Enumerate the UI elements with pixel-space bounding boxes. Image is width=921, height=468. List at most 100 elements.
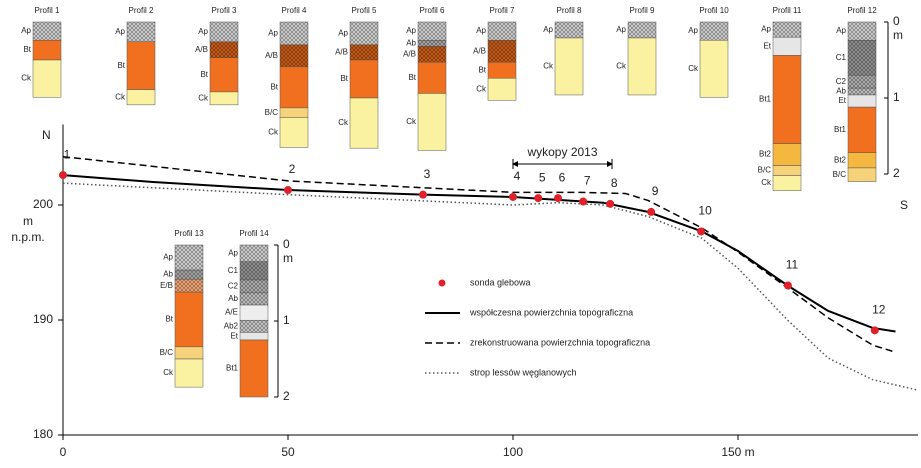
- horizon-hatch: [773, 22, 801, 37]
- legend-marker: [439, 280, 446, 287]
- profile-name: Profil 11: [773, 6, 802, 15]
- horizon: [240, 305, 268, 320]
- horizon-hatch: [350, 45, 378, 60]
- depth-unit: m: [893, 28, 903, 42]
- horizon-label: Ap: [406, 26, 416, 35]
- profile-name: Profil 14: [239, 229, 269, 238]
- horizon-hatch: [127, 22, 155, 42]
- horizon-hatch: [240, 245, 268, 262]
- profile-name: Profil 13: [174, 229, 204, 238]
- horizon-hatch: [488, 22, 516, 40]
- sampling-point: [697, 227, 705, 235]
- point-label: 10: [698, 204, 712, 218]
- horizon-label: Ck: [268, 128, 279, 137]
- x-tick-label: 0: [60, 445, 67, 459]
- profile-name: Profil 10: [699, 6, 729, 15]
- profile-name: Profil 6: [420, 6, 445, 15]
- point-label: 11: [786, 258, 799, 272]
- horizon-label: Bt: [23, 45, 31, 54]
- sampling-point: [606, 200, 614, 208]
- depth-tick-label: 1: [283, 313, 290, 327]
- horizon-hatch: [240, 280, 268, 293]
- profile-name: Profil 7: [490, 6, 515, 15]
- horizon-label: Bt: [117, 61, 125, 70]
- horizon-hatch: [33, 22, 61, 40]
- horizon: [350, 98, 378, 148]
- horizon: [555, 38, 583, 95]
- horizon-hatch: [418, 40, 446, 46]
- horizon-label: Bt: [270, 82, 278, 91]
- horizon: [240, 340, 268, 397]
- horizon-label: Ab: [836, 87, 846, 96]
- horizon: [773, 37, 801, 55]
- horizon-label: Ap: [163, 253, 173, 262]
- point-label: 4: [514, 169, 521, 183]
- horizon-label: A/B: [403, 49, 416, 58]
- legend-label: współczesna powierzchnia topograficzna: [469, 307, 633, 317]
- horizon-label: Bt1: [226, 364, 239, 373]
- profile-name: Profil 3: [212, 6, 237, 15]
- horizon-label: Ap: [338, 29, 348, 38]
- horizon: [210, 58, 238, 92]
- horizon-label: Ck: [21, 74, 32, 83]
- horizon: [773, 176, 801, 191]
- horizon: [773, 166, 801, 176]
- horizon: [210, 92, 238, 105]
- horizon: [127, 90, 155, 105]
- horizon-label: B/C: [833, 170, 847, 179]
- point-label: 3: [424, 167, 431, 181]
- point-label: 8: [611, 176, 618, 190]
- horizon-label: Bt: [340, 74, 348, 83]
- horizon-label: Ap: [476, 26, 486, 35]
- depth-tick-label: 2: [283, 389, 290, 403]
- horizon-label: C1: [228, 266, 239, 275]
- horizon-label: Bt1: [759, 95, 772, 104]
- horizon: [773, 55, 801, 143]
- profile-name: Profil 2: [129, 6, 154, 15]
- horizon-hatch: [418, 22, 446, 40]
- horizon-hatch: [175, 245, 203, 270]
- horizon-label: C1: [836, 53, 847, 62]
- depth-tick-label: 0: [283, 237, 290, 251]
- horizon-label: B/C: [758, 166, 772, 175]
- horizon-label: Ap: [228, 248, 238, 257]
- point-label: 2: [289, 162, 296, 176]
- horizon-hatch: [848, 40, 876, 75]
- profile-name: Profil 5: [352, 6, 377, 15]
- horizon: [848, 168, 876, 182]
- horizon-label: A/B: [473, 46, 486, 55]
- sampling-point: [647, 208, 655, 216]
- horizon-label: Bt1: [834, 125, 847, 134]
- horizon-label: Ab: [163, 270, 173, 279]
- y-label: n.p.m.: [11, 230, 44, 244]
- horizon-label: Ap: [761, 25, 771, 34]
- horizon-label: C2: [228, 282, 239, 291]
- y-label: m: [23, 214, 33, 228]
- horizon: [700, 40, 728, 97]
- horizon-label: Ck: [761, 178, 772, 187]
- horizon-label: Ap: [268, 29, 278, 38]
- y-tick-label: 180: [33, 427, 53, 441]
- horizon: [280, 67, 308, 108]
- horizon: [175, 359, 203, 387]
- point-label: 1: [64, 147, 71, 161]
- horizon-label: Ap: [616, 25, 626, 34]
- point-label: 5: [539, 170, 546, 184]
- sampling-point: [871, 326, 879, 334]
- sampling-point: [534, 194, 542, 202]
- horizon-hatch: [280, 45, 308, 67]
- horizon-label: Ab: [228, 294, 238, 303]
- horizon-label: Bt: [200, 70, 208, 79]
- horizon-label: Ck: [476, 84, 487, 93]
- horizon-hatch: [240, 320, 268, 332]
- horizon-label: Bt: [478, 65, 486, 74]
- profile-name: Profil 1: [35, 6, 60, 15]
- horizon-hatch: [848, 88, 876, 95]
- horizon: [488, 78, 516, 100]
- horizon-hatch: [555, 22, 583, 38]
- horizon: [33, 60, 61, 97]
- horizon: [628, 38, 656, 95]
- horizon-label: Bt2: [834, 155, 847, 164]
- horizon-hatch: [848, 75, 876, 88]
- y-tick-label: 190: [33, 312, 53, 326]
